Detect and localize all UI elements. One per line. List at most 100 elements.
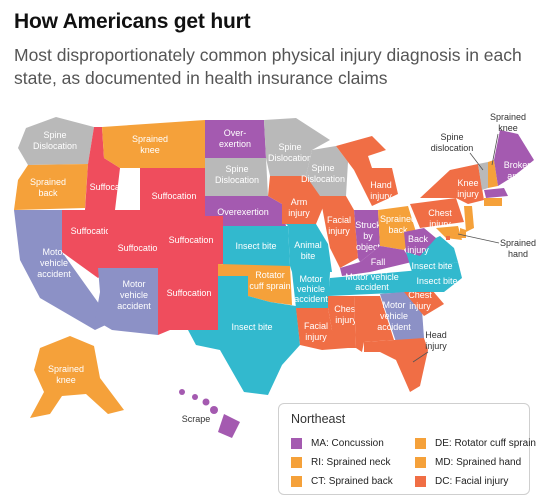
label-ca-3: accident: [37, 269, 71, 279]
label-ne: Overexertion: [217, 207, 269, 217]
label-la: Facial: [304, 321, 328, 331]
label-ca: Motor: [42, 247, 65, 257]
state-ca: [14, 210, 112, 330]
legend-swatch-de: [415, 437, 426, 449]
callout-vt: Spine: [440, 132, 463, 142]
state-fl: [364, 338, 428, 392]
label-ut: Suffocation: [118, 243, 163, 253]
label-mt: Sprained: [132, 134, 168, 144]
label-in: Struck: [355, 220, 381, 230]
label-in-2: by: [363, 231, 373, 241]
label-al-3: accident: [377, 322, 411, 332]
label-ky: Fall: [371, 257, 386, 267]
callout-vt-2: dislocation: [431, 143, 474, 153]
legend-item-md: MD: Sprained hand: [415, 455, 521, 469]
label-wy: Suffocation: [152, 191, 197, 201]
label-ia-2: injury: [288, 208, 310, 218]
label-sd-2: Dislocation: [215, 175, 259, 185]
label-nd: Over-: [224, 128, 247, 138]
callout-nh-2: knee: [498, 123, 518, 133]
legend-label-md: MD: Sprained hand: [435, 456, 522, 468]
label-me-2: ankle: [507, 171, 529, 181]
state-al: [354, 296, 394, 352]
state-co: [158, 216, 223, 264]
label-tn: Motor vehicle: [345, 272, 399, 282]
label-co: Suffocation: [169, 235, 214, 245]
label-nm: Suffocation: [167, 288, 212, 298]
label-il: Facial: [327, 215, 351, 225]
state-or: [14, 164, 88, 210]
label-sc: Chest: [408, 290, 432, 300]
state-wa: [18, 117, 94, 165]
label-ks: Insect bite: [235, 241, 276, 251]
state-ut: [108, 210, 158, 268]
label-id: Suffocation: [90, 182, 135, 192]
label-wi: Spine: [311, 163, 334, 173]
legend-item-de: DE: Rotator cuff sprain: [415, 436, 536, 450]
label-az-3: accident: [117, 301, 151, 311]
label-tn-2: accident: [355, 282, 389, 292]
label-ms: Chest: [334, 304, 358, 314]
label-ak-2: knee: [56, 375, 76, 385]
legend-item-ct: CT: Sprained back: [291, 474, 393, 488]
legend-item-ma: MA: Concussion: [291, 436, 384, 450]
state-mo: [286, 224, 332, 272]
state-ak: [30, 336, 124, 418]
state-az: [95, 268, 158, 335]
legend-label-ct: CT: Sprained back: [311, 475, 393, 487]
label-mi: Hand: [370, 180, 392, 190]
label-in-3: object: [356, 242, 381, 252]
label-wi-2: Dislocation: [301, 174, 345, 184]
state-nm: [158, 264, 218, 335]
state-tx: [188, 276, 300, 395]
state-tn: [328, 270, 420, 296]
state-ar: [292, 272, 330, 308]
legend-swatch-ri: [291, 456, 302, 468]
leader-vt: [469, 152, 484, 171]
state-pa: [410, 198, 464, 228]
label-or: Sprained: [30, 177, 66, 187]
label-mn-2: Dislocation: [268, 153, 312, 163]
state-mt: [102, 120, 205, 168]
state-nd: [205, 120, 266, 158]
label-ar-3: accident: [294, 294, 328, 304]
label-ar-2: vehicle: [297, 284, 325, 294]
legend-swatch-ma: [291, 437, 302, 449]
legend-label-de: DE: Rotator cuff sprain: [435, 437, 536, 449]
state-ks: [223, 226, 290, 266]
state-ma: [484, 188, 508, 198]
state-ky: [340, 246, 412, 276]
label-ia: Arm: [291, 197, 308, 207]
label-wv: Back: [408, 234, 429, 244]
state-in: [354, 210, 380, 262]
label-sc-2: injury: [409, 301, 431, 311]
state-nc: [406, 262, 462, 292]
label-wa-2: Dislocation: [33, 141, 77, 151]
state-nj: [464, 206, 474, 232]
state-il: [320, 196, 358, 268]
callout-nh: Sprained: [490, 112, 526, 122]
callout-md-2: hand: [508, 249, 528, 259]
label-me: Broken: [504, 160, 533, 170]
label-mo-2: bite: [301, 251, 316, 261]
label-wa: Spine: [43, 130, 66, 140]
legend-label-ma: MA: Concussion: [311, 437, 384, 449]
state-nh: [488, 160, 498, 188]
legend-swatch-md: [415, 456, 426, 468]
state-ri: [496, 198, 502, 206]
label-sd: Spine: [225, 164, 248, 174]
legend-label-dc: DC: Facial injury: [435, 475, 509, 487]
callout-fl-2: injury: [425, 341, 447, 351]
state-ms: [328, 296, 356, 348]
state-va: [406, 236, 458, 272]
label-il-2: injury: [328, 226, 350, 236]
label-pa: Chest: [428, 208, 452, 218]
label-ar: Motor: [299, 274, 322, 284]
legend: Northeast MA: Concussion RI: Sprained ne…: [278, 403, 536, 495]
legend-item-dc: DC: Facial injury: [415, 474, 508, 488]
label-ny-2: injury: [457, 189, 479, 199]
label-va: Insect bite: [411, 261, 452, 271]
label-ok: Rotator: [255, 270, 285, 280]
label-oh: Sprained: [380, 214, 416, 224]
